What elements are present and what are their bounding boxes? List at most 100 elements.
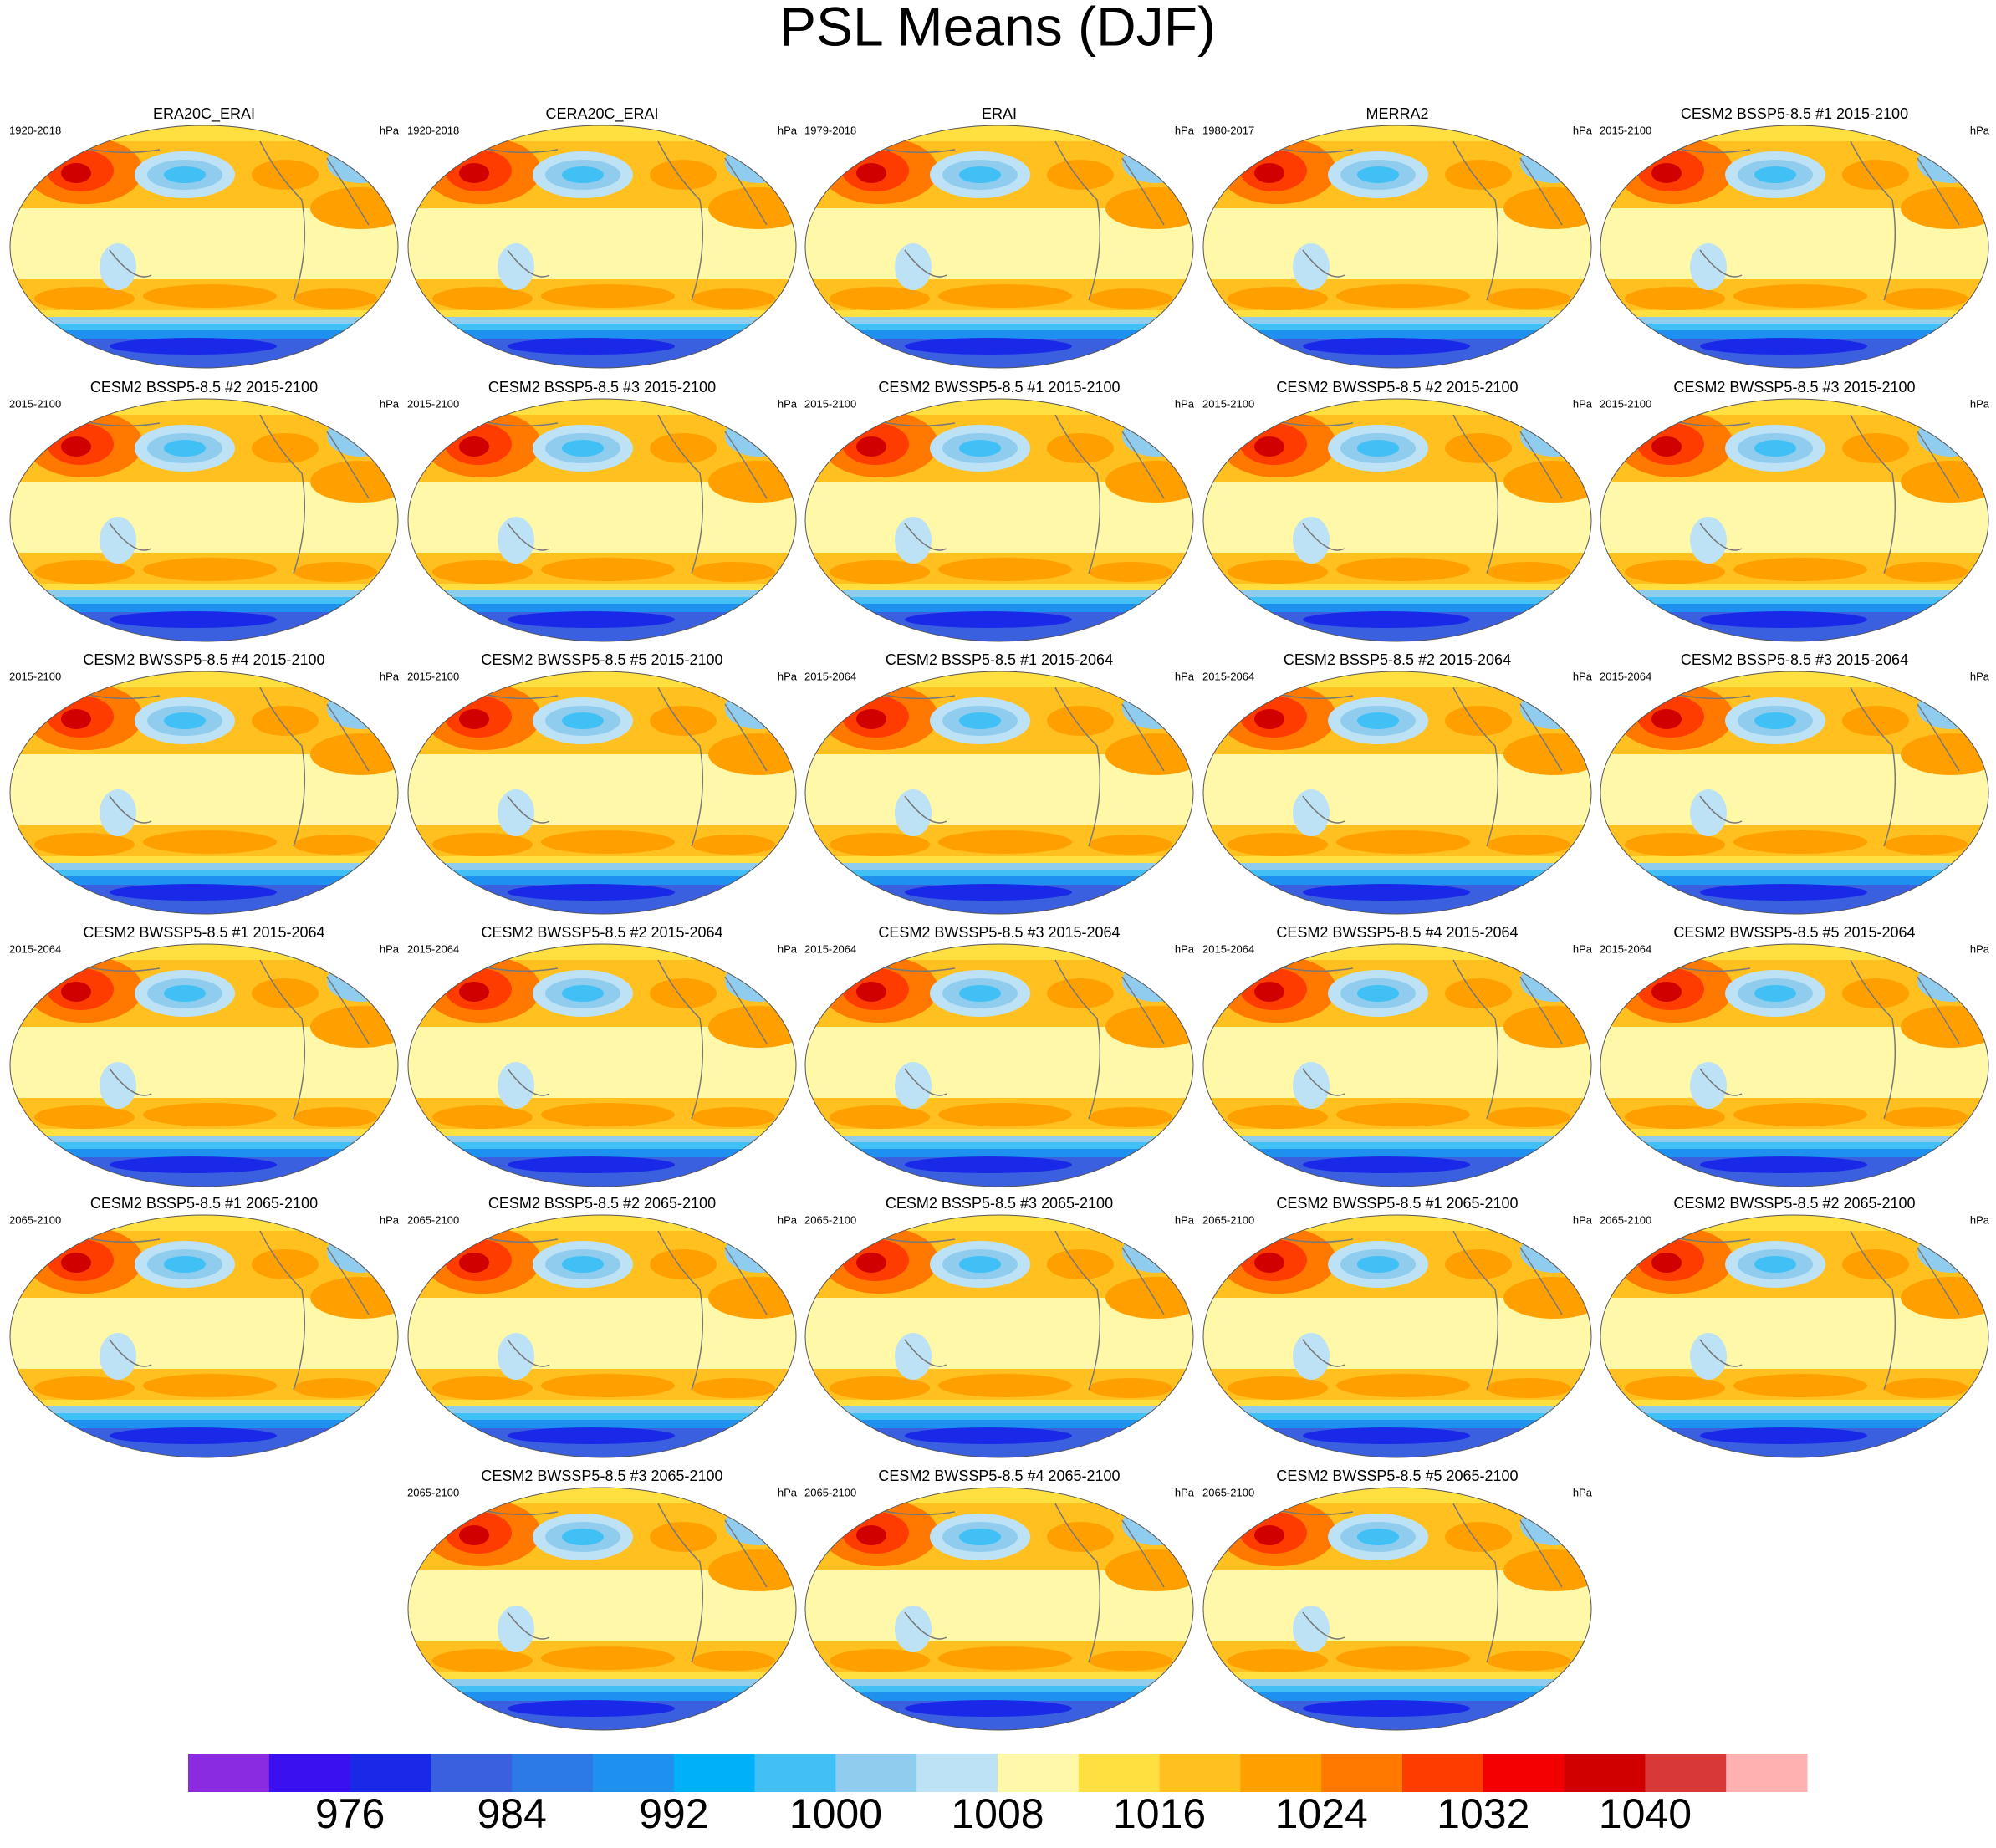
panel-title: CESM2 BWSSP5-8.5 #4 2015-2100 [83,651,324,668]
map [407,671,809,915]
map-panel: ERA20C_ERAI 1920-2018 hPa [9,105,411,369]
panel-units: hPa [1970,670,1990,682]
panel-period: 2015-2100 [9,397,61,410]
map [9,943,411,1187]
colorbar-swatch [1564,1754,1646,1792]
panel-period: 2015-2100 [9,670,61,682]
map-panel: CESM2 BWSSP5-8.5 #4 2015-2100 2015-2100 hP… [9,651,400,915]
map-panel: CESM2 BSSP5-8.5 #3 2015-2100 2015-2100 hPa [407,379,798,642]
map [9,125,411,369]
colorbar-label: 1032 [1437,1790,1529,1837]
map-panel: CESM2 BSSP5-8.5 #1 2065-2100 2065-2100 hPa [9,1195,400,1458]
map-panel: ERAI 1979-2018 hPa [804,105,1195,369]
panel-units: hPa [1970,124,1990,136]
map [1600,1214,1996,1458]
panel-period: 2015-2064 [1600,942,1651,955]
panel-period: 2065-2100 [407,1213,459,1226]
panel-title: CESM2 BWSSP5-8.5 #2 2015-2100 [1276,379,1518,396]
map-panel: CESM2 BWSSP5-8.5 #4 2015-2064 2015-2064 hP… [1202,924,1604,1187]
panels: ERA20C_ERAI 1920-2018 hPa CERA20C_ERAI 1920-… [9,105,1996,1731]
map-panel: CESM2 BSSP5-8.5 #3 2015-2064 2015-2064 hPa [1600,651,1990,915]
map-panel: CESM2 BWSSP5-8.5 #2 2015-2064 2015-2064 hP… [407,924,798,1187]
panel-period: 2015-2064 [9,942,61,955]
panel-period: 2065-2100 [1600,1213,1651,1226]
panel-period: 2065-2100 [1202,1213,1254,1226]
colorbar-swatch [431,1754,513,1792]
map [1600,398,1996,642]
panel-units: hPa [778,942,798,955]
map [1202,943,1604,1187]
panel-units: hPa [1573,397,1593,410]
map [1202,671,1604,915]
colorbar-swatch [512,1754,594,1792]
map-panel: CESM2 BWSSP5-8.5 #2 2015-2100 2015-2100 hP… [1202,379,1593,642]
panel-units: hPa [1970,397,1990,410]
map-panel: MERRA2 1980-2017 hPa [1202,105,1593,369]
panel-units: hPa [1175,942,1195,955]
panel-title: CESM2 BWSSP5-8.5 #1 2065-2100 [1276,1195,1518,1212]
panel-units: hPa [1573,124,1593,136]
panel-period: 2015-2064 [804,670,856,682]
colorbar-swatch [1645,1754,1727,1792]
map [804,943,1206,1187]
panel-title: CESM2 BWSSP5-8.5 #5 2015-2064 [1673,924,1915,941]
map-panel: CESM2 BWSSP5-8.5 #5 2015-2100 2015-2100 hP… [407,651,809,915]
colorbar-swatch [593,1754,675,1792]
panel-title: CESM2 BSSP5-8.5 #2 2015-2064 [1284,651,1511,668]
panel-units: hPa [1175,1213,1195,1226]
map [804,1214,1206,1458]
panel-period: 2015-2064 [1202,670,1254,682]
colorbar-swatch [916,1754,998,1792]
colorbar-label: 1000 [789,1790,882,1837]
colorbar-swatch [754,1754,836,1792]
map-panel: CESM2 BSSP5-8.5 #1 2015-2100 2015-2100 hPa [1600,105,1990,369]
map-panel: CESM2 BSSP5-8.5 #1 2015-2064 2015-2064 hPa [804,651,1206,915]
map [804,1487,1206,1731]
panel-period: 1979-2018 [804,124,856,136]
map-panel: CESM2 BSSP5-8.5 #2 2015-2064 2015-2064 hPa [1202,651,1604,915]
panel-units: hPa [1573,670,1593,682]
figure-title: PSL Means (DJF) [779,0,1216,57]
map-panel: CESM2 BSSP5-8.5 #3 2065-2100 2065-2100 hPa [804,1195,1206,1458]
panel-units: hPa [1970,942,1990,955]
panel-period: 2015-2064 [1600,670,1651,682]
panel-units: hPa [778,397,798,410]
map-panel: CESM2 BSSP5-8.5 #2 2015-2100 2015-2100 hPa [9,379,411,642]
panel-title: ERA20C_ERAI [153,105,255,123]
map-panel: CESM2 BWSSP5-8.5 #5 2065-2100 2065-2100 hP… [1202,1468,1593,1731]
map [407,125,809,369]
colorbar-label: 1016 [1113,1790,1206,1837]
map-panel: CESM2 BWSSP5-8.5 #1 2015-2064 2015-2064 hP… [9,924,411,1187]
panel-period: 2015-2100 [804,397,856,410]
panel-units: hPa [1175,397,1195,410]
colorbar-label: 976 [315,1790,385,1837]
panel-title: CESM2 BSSP5-8.5 #3 2015-2100 [488,379,716,396]
map [407,1214,809,1458]
panel-title: CESM2 BWSSP5-8.5 #2 2065-2100 [1673,1195,1915,1212]
colorbar-swatch [1483,1754,1565,1792]
map [9,398,411,642]
panel-title: CERA20C_ERAI [545,105,658,123]
panel-title: CESM2 BWSSP5-8.5 #5 2065-2100 [1276,1468,1518,1484]
panel-period: 2015-2100 [407,397,459,410]
colorbar-swatch [268,1754,351,1792]
panel-title: CESM2 BSSP5-8.5 #2 2015-2100 [90,379,318,396]
panel-units: hPa [1970,1213,1990,1226]
panel-units: hPa [380,942,400,955]
panel-units: hPa [1175,1486,1195,1498]
panel-title: CESM2 BSSP5-8.5 #3 2065-2100 [886,1195,1113,1212]
panel-title: CESM2 BWSSP5-8.5 #3 2065-2100 [481,1468,722,1484]
panel-period: 2015-2100 [1600,397,1651,410]
map [1202,1214,1604,1458]
panel-period: 2065-2100 [804,1213,856,1226]
panel-period: 1980-2017 [1202,124,1254,136]
panel-title: CESM2 BWSSP5-8.5 #3 2015-2100 [1673,379,1915,396]
panel-title: ERAI [982,105,1017,122]
panel-units: hPa [1175,124,1195,136]
colorbar-swatch [835,1754,917,1792]
map [407,1487,809,1731]
colorbar-swatch [673,1754,756,1792]
map [804,671,1206,915]
panel-period: 2015-2064 [1202,942,1254,955]
panel-title: CESM2 BSSP5-8.5 #2 2065-2100 [488,1195,716,1212]
